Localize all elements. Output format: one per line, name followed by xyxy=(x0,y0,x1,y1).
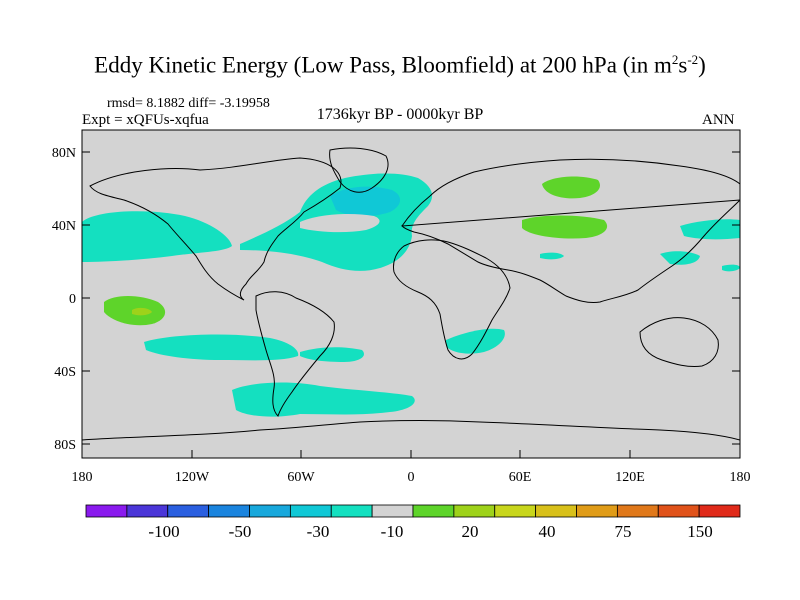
colorbar-label: 150 xyxy=(687,522,713,541)
colorbar-swatch xyxy=(167,504,210,518)
anomaly-region-west-pacific xyxy=(660,251,700,265)
lon-label: 120W xyxy=(175,470,210,485)
coastlines xyxy=(82,147,740,441)
anomaly-region-east-asia xyxy=(540,252,564,260)
coastline-australia xyxy=(639,317,719,367)
anomaly-region-europe-positive xyxy=(542,176,600,199)
period-label: 1736kyr BP - 0000kyr BP xyxy=(316,106,484,123)
coastline-north-america xyxy=(89,157,342,301)
colorbar-label: 40 xyxy=(539,522,556,541)
colorbar-label: 75 xyxy=(615,522,632,541)
coastline-greenland xyxy=(329,147,389,193)
lon-label: 60E xyxy=(509,470,532,485)
colorbar-swatch xyxy=(494,504,537,518)
lon-label: 180 xyxy=(730,470,751,485)
longitude-labels: 180 120W 60W 0 60E 120E 180 xyxy=(72,470,751,485)
coastline-antarctica xyxy=(82,420,740,441)
anomaly-region-pacific-small xyxy=(722,264,740,272)
colorbar-swatch xyxy=(289,504,332,518)
colorbar xyxy=(85,504,741,518)
colorbar-swatch xyxy=(126,504,169,518)
lat-label: 0 xyxy=(69,292,76,307)
axis-ticks xyxy=(81,151,741,458)
coastline-africa xyxy=(393,239,511,360)
lon-label: 120E xyxy=(615,470,645,485)
latitude-labels: 80N 40N 0 40S 80S xyxy=(52,146,76,453)
colorbar-label: 20 xyxy=(462,522,479,541)
lon-label: 60W xyxy=(287,470,315,485)
colorbar-swatch xyxy=(576,504,618,518)
colorbar-swatch xyxy=(85,504,128,518)
colorbar-label: -50 xyxy=(229,522,252,541)
colorbar-swatch xyxy=(371,504,414,518)
lon-label: 0 xyxy=(408,470,415,485)
anomaly-region-southern-ocean xyxy=(232,382,415,417)
anomaly-region-atlantic-negative xyxy=(300,214,380,233)
season-label: ANN xyxy=(702,112,735,128)
colorbar-label: -100 xyxy=(148,522,179,541)
lon-label: 180 xyxy=(72,470,93,485)
coastline-south-america xyxy=(255,291,335,417)
anomaly-region-atlantic-core xyxy=(330,186,401,217)
colorbar-labels: -100 -50 -30 -10 20 40 75 150 xyxy=(148,522,712,541)
anomaly-region-tropical-pacific-core xyxy=(132,307,152,316)
colorbar-swatch xyxy=(657,504,700,518)
colorbar-swatch xyxy=(698,504,741,518)
lat-label: 80N xyxy=(52,146,76,161)
anomaly-fields xyxy=(82,173,740,417)
rmsd-diff-stats: rmsd= 8.1882 diff= -3.19958 xyxy=(107,96,270,111)
lat-label: 80S xyxy=(54,438,76,453)
anomaly-region-north-pacific xyxy=(82,211,232,262)
colorbar-swatch xyxy=(330,504,373,518)
lat-label: 40N xyxy=(52,219,76,234)
colorbar-label: -10 xyxy=(381,522,404,541)
plot-title: Eddy Kinetic Energy (Low Pass, Bloomfiel… xyxy=(94,52,706,78)
colorbar-swatch xyxy=(412,504,455,518)
colorbar-swatch xyxy=(616,504,659,518)
anomaly-region-south-indian xyxy=(446,328,505,354)
colorbar-swatch xyxy=(208,504,250,518)
colorbar-swatch xyxy=(535,504,577,518)
anomaly-region-south-atlantic xyxy=(300,347,364,362)
lat-label: 40S xyxy=(54,365,76,380)
colorbar-label: -30 xyxy=(307,522,330,541)
experiment-label: Expt = xQFUs-xqfua xyxy=(82,112,209,128)
anomaly-region-south-pacific xyxy=(144,334,299,361)
colorbar-swatch xyxy=(249,504,291,518)
colorbar-swatch xyxy=(453,504,496,518)
anomaly-region-asia-positive xyxy=(522,215,608,239)
